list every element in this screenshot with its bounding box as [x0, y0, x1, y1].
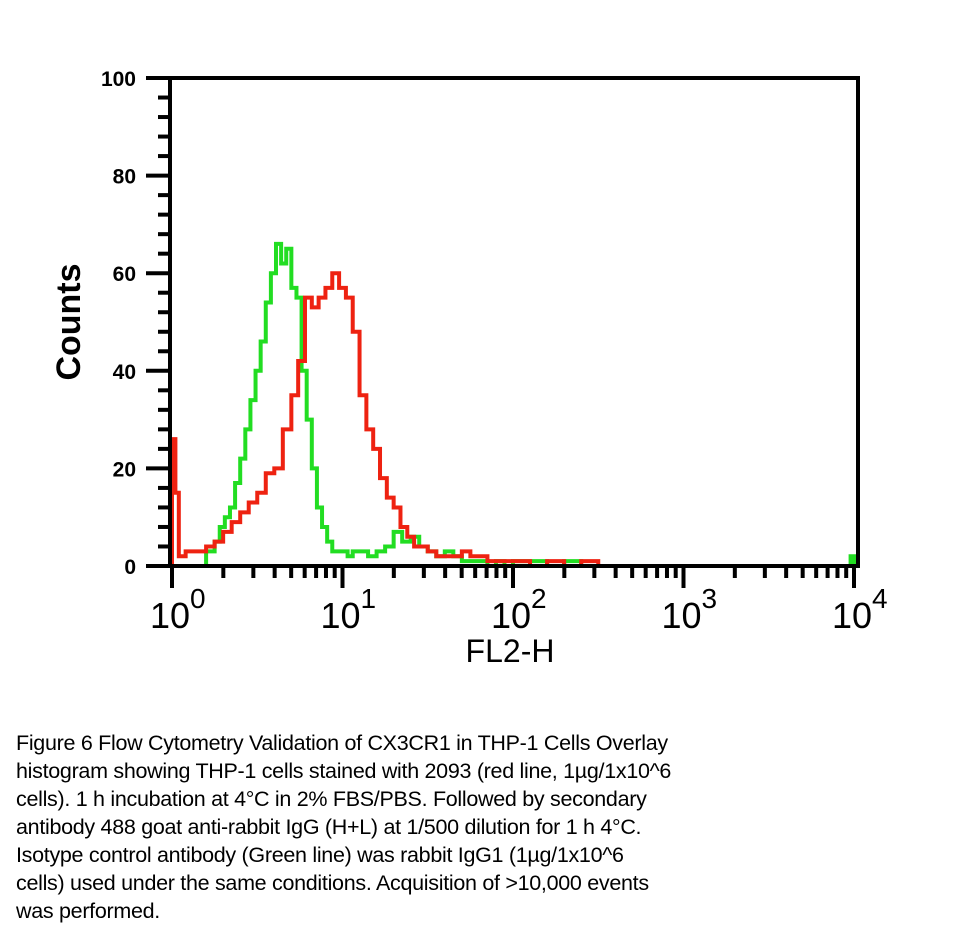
x-tick-label: 10 2 — [491, 583, 547, 636]
isotype-control-series — [172, 241, 856, 568]
x-tick-base: 10 — [832, 595, 872, 636]
cx3cr1-series — [170, 271, 854, 568]
y-tick-label: 0 — [124, 556, 136, 579]
x-tick-exponent: 3 — [702, 583, 718, 614]
x-tick-base: 10 — [150, 595, 190, 636]
y-tick-label: 20 — [113, 458, 136, 481]
x-axis: 10 0 10 1 10 2 10 3 10 4 — [150, 566, 888, 636]
x-tick-label: 10 1 — [321, 583, 377, 636]
y-tick-label: 80 — [113, 166, 136, 189]
y-tick-label: 100 — [101, 68, 136, 91]
x-tick-exponent: 0 — [190, 583, 206, 614]
figure-caption: Figure 6 Flow Cytometry Validation of CX… — [16, 731, 672, 923]
x-tick-base: 10 — [662, 595, 702, 636]
x-tick-exponent: 2 — [531, 583, 547, 614]
x-axis-label: FL2-H — [466, 633, 555, 669]
y-tick-label: 60 — [113, 263, 136, 286]
x-tick-base: 10 — [321, 595, 361, 636]
x-tick-exponent: 4 — [872, 583, 888, 614]
x-tick-label: 10 4 — [832, 583, 888, 636]
y-axis: 0 20 40 60 80 100 — [101, 68, 170, 579]
x-tick-label: 10 3 — [662, 583, 718, 636]
x-tick-label: 10 0 — [150, 583, 206, 636]
y-axis-label: Counts — [50, 263, 88, 380]
series-layer — [170, 241, 856, 568]
y-tick-label: 40 — [113, 361, 136, 384]
x-tick-base: 10 — [491, 595, 531, 636]
x-tick-exponent: 1 — [361, 583, 377, 614]
plot-frame — [168, 76, 860, 568]
